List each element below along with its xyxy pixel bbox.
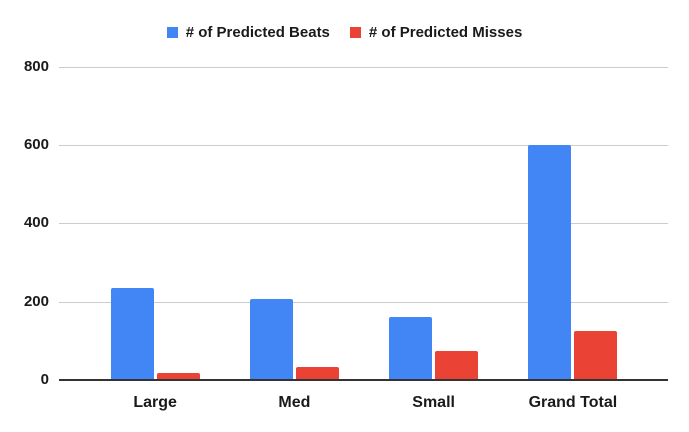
x-axis-label-med: Med: [278, 394, 311, 411]
gridline-600: [59, 145, 668, 146]
gridline-800: [59, 67, 668, 68]
x-axis-label-large: Large: [133, 394, 177, 411]
bar-of-predicted-beats-large[interactable]: [110, 287, 154, 380]
y-axis-tick-label: 0: [40, 371, 49, 388]
x-axis-label-grand-total: Grand Total: [528, 394, 618, 411]
gridline-200: [59, 302, 668, 303]
legend-item-of-predicted-misses[interactable]: # of Predicted Misses: [349, 23, 523, 41]
legend-label: # of Predicted Misses: [368, 23, 523, 41]
x-axis-label-small: Small: [412, 394, 455, 411]
bar-of-predicted-beats-med[interactable]: [249, 299, 293, 380]
bar-of-predicted-misses-large[interactable]: [156, 372, 200, 380]
legend-label: # of Predicted Beats: [185, 23, 330, 41]
bar-of-predicted-misses-med[interactable]: [295, 367, 339, 380]
legend-swatch-blue: [166, 26, 178, 38]
gridline-400: [59, 223, 668, 224]
bar-of-predicted-misses-grand-total[interactable]: [574, 330, 618, 380]
x-axis-line: [59, 379, 668, 381]
y-axis-tick-label: 800: [23, 58, 49, 75]
bar-of-predicted-misses-small[interactable]: [435, 351, 479, 380]
bar-of-predicted-beats-small[interactable]: [389, 317, 433, 380]
legend-swatch-red: [349, 26, 361, 38]
y-axis-tick-label: 600: [23, 136, 49, 153]
bar-of-predicted-beats-grand-total[interactable]: [528, 144, 572, 380]
y-axis-tick-label: 200: [23, 293, 49, 310]
y-axis-tick-label: 400: [23, 214, 49, 231]
legend-item-of-predicted-beats[interactable]: # of Predicted Beats: [166, 23, 330, 41]
chart-legend: # of Predicted Beats # of Predicted Misse…: [0, 21, 689, 43]
